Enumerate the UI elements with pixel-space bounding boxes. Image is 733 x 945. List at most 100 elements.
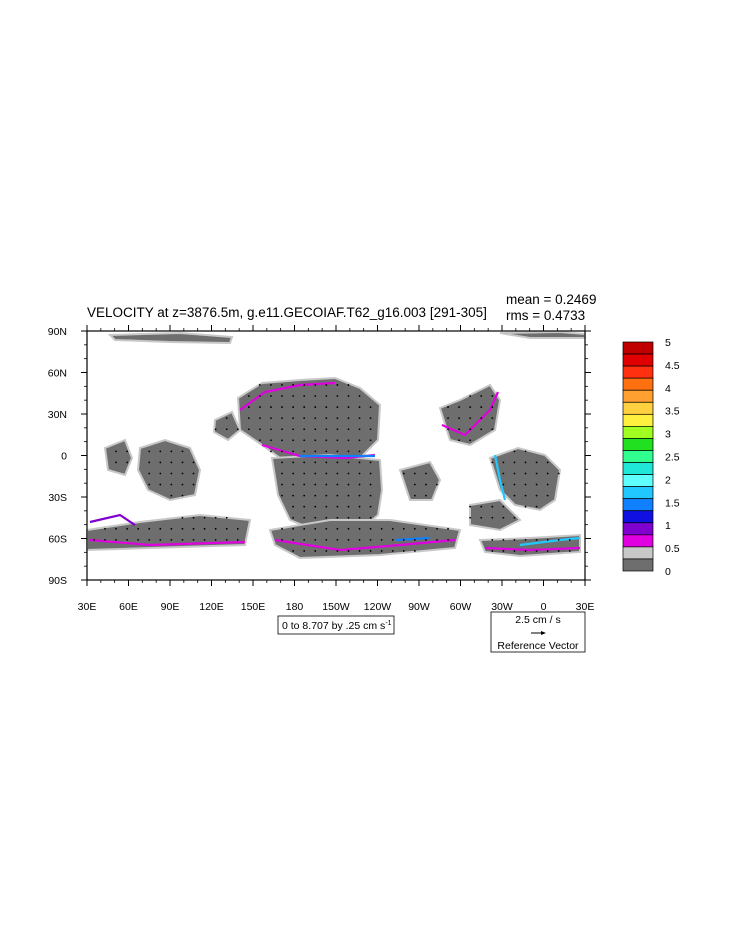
colorbar-label: 2 (665, 474, 671, 486)
velocity-vector-dot (347, 516, 350, 519)
velocity-vector-dot (369, 461, 372, 464)
velocity-vector-dot (225, 527, 228, 530)
velocity-vector-dot (458, 406, 461, 408)
velocity-vector-dot (292, 439, 295, 442)
velocity-vector-dot (557, 538, 560, 541)
velocity-vector-dot (347, 406, 350, 408)
colorbar-swatch (622, 401, 654, 415)
southern-ocean-pacific-sector (268, 519, 462, 560)
velocity-vector-dot (347, 472, 350, 475)
velocity-vector-dot (325, 505, 328, 508)
velocity-vector-dot (303, 417, 306, 420)
velocity-vector-dot (303, 450, 306, 453)
velocity-vector-dot (436, 483, 438, 486)
velocity-vector-dot (292, 450, 295, 453)
velocity-vector-dot (214, 516, 217, 519)
velocity-vector-dot (303, 428, 306, 431)
velocity-vector-dot (270, 439, 272, 442)
reference-vector-label: Reference Vector (497, 640, 579, 652)
velocity-vector-dot (369, 494, 372, 497)
velocity-vector-dot (314, 417, 317, 420)
velocity-vector-dot (148, 461, 151, 464)
velocity-vector-dot (247, 417, 250, 420)
colorbar-swatch (622, 510, 654, 524)
velocity-vector-dot (281, 527, 283, 530)
velocity-vector-dot (347, 538, 350, 541)
velocity-vector-dot (159, 461, 162, 464)
y-tick-label: 30S (48, 492, 67, 504)
velocity-vector-dot (181, 461, 184, 464)
velocity-vector-dot (480, 428, 483, 431)
velocity-vector-dot (203, 538, 206, 541)
south-atlantic-basin (488, 446, 562, 512)
velocity-vector-dot (524, 494, 527, 497)
contour-info-box: 0 to 8.707 by .25 cm s-1 (277, 615, 395, 635)
velocity-vector-dot (369, 417, 372, 420)
velocity-vector-dot (314, 516, 317, 519)
velocity-vector-dot (214, 527, 217, 530)
colorbar: 5 4.5 4 3.5 3 2.5 2 1.5 1 0.5 0 (622, 337, 680, 578)
velocity-vector-dot (369, 527, 372, 530)
velocity-vector-dot (314, 483, 317, 486)
velocity-vector-dot (358, 428, 361, 431)
velocity-vector-dot (369, 483, 372, 486)
velocity-vector-dot (281, 494, 283, 497)
velocity-vector-dot (369, 550, 372, 552)
velocity-vector-dot (170, 538, 173, 541)
velocity-vector-dot (568, 550, 571, 552)
velocity-vector-dot (192, 538, 195, 541)
velocity-vector-dot (491, 406, 494, 408)
velocity-vector-dot (325, 395, 328, 397)
velocity-vector-dot (447, 538, 449, 541)
velocity-vector-dot (259, 439, 261, 442)
velocity-vector-dot (181, 472, 184, 475)
velocity-vector-dot (292, 550, 295, 552)
velocity-vector-dot (325, 406, 328, 408)
velocity-vector-dot (270, 406, 272, 408)
acc-indian-sector (89, 538, 246, 547)
velocity-vector-dot (413, 527, 416, 530)
velocity-vector-dot (546, 550, 549, 552)
contour-info-frame (277, 615, 395, 635)
velocity-vector-dot (203, 527, 206, 530)
velocity-vector-dot (314, 450, 317, 453)
velocity-vector-dot (325, 461, 328, 464)
x-tick-label: 180 (286, 601, 304, 613)
acc-pacific-sector (274, 538, 456, 552)
velocity-vector-dot (391, 550, 394, 552)
colorbar-swatch (622, 426, 654, 439)
colorbar-label: 0 (665, 566, 671, 578)
colorbar-swatch (622, 462, 654, 475)
velocity-vector-dot (491, 417, 494, 420)
colorbar-swatch (622, 474, 654, 487)
velocity-vector-dot (524, 450, 527, 453)
velocity-vector-dot (259, 406, 261, 408)
velocity-vector-dot (425, 538, 427, 541)
colorbar-swatch (622, 546, 654, 560)
velocity-vector-dot (259, 395, 261, 397)
velocity-vector-dot (314, 461, 317, 464)
velocity-vector-dot (469, 406, 472, 408)
velocity-vector-dot (192, 472, 195, 475)
velocity-vector-dot (557, 550, 560, 552)
velocity-vector-dot (535, 550, 538, 552)
weddell-gyre-current (519, 536, 581, 547)
velocity-vector-dot (513, 483, 516, 486)
velocity-vector-dot (513, 516, 516, 519)
velocity-vector-dot (469, 439, 472, 442)
velocity-vector-dot (181, 516, 184, 519)
velocity-vector-dot (192, 461, 195, 464)
velocity-vector-dot (259, 428, 261, 431)
velocity-vector-dot (380, 550, 383, 552)
velocity-vector-dot (513, 538, 516, 541)
velocity-vector-dot (458, 439, 461, 442)
velocity-vector-dot (391, 527, 394, 530)
colorbar-swatch (622, 558, 654, 572)
velocity-vector-dot (336, 417, 339, 420)
velocity-vector-dot (126, 538, 129, 541)
velocity-vector-dot (325, 439, 328, 442)
velocity-vector-dot (358, 472, 361, 475)
velocity-vector-dot (247, 406, 250, 408)
x-tick-label: 60W (450, 601, 472, 613)
velocity-vector-dot (502, 538, 505, 541)
